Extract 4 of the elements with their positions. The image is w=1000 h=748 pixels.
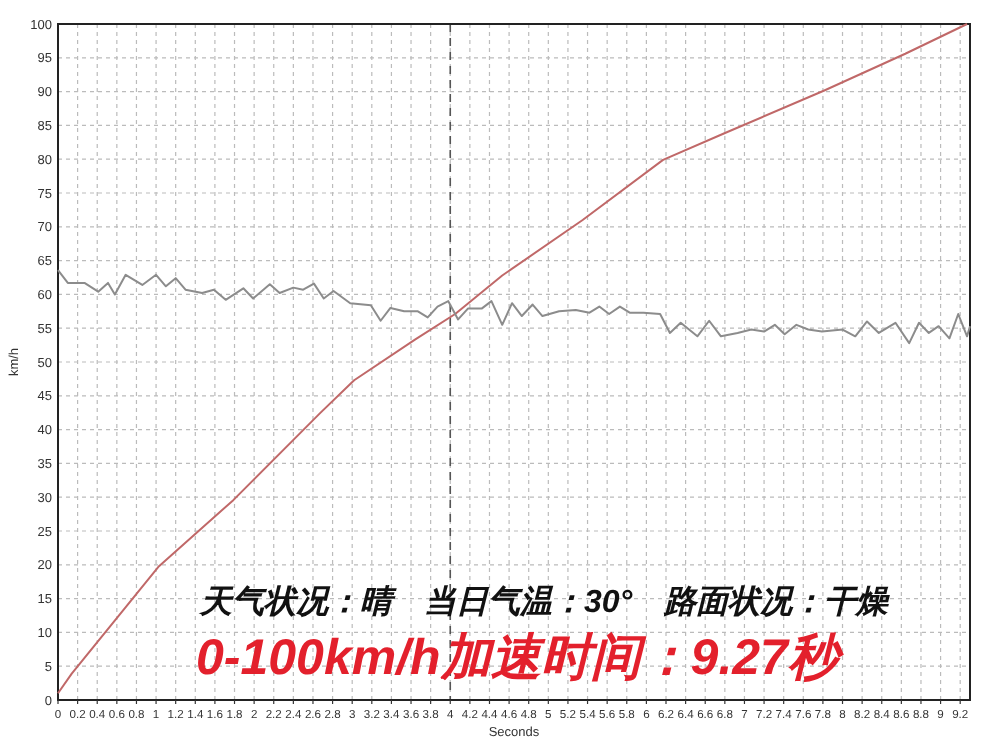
line-series xyxy=(57,23,969,695)
line-series xyxy=(57,269,971,345)
annotation: 0-100km/h加速时间：9.27秒 xyxy=(196,630,844,686)
annotation: 天气状况：晴 当日气温：30° 路面状况：干燥 xyxy=(198,584,891,620)
